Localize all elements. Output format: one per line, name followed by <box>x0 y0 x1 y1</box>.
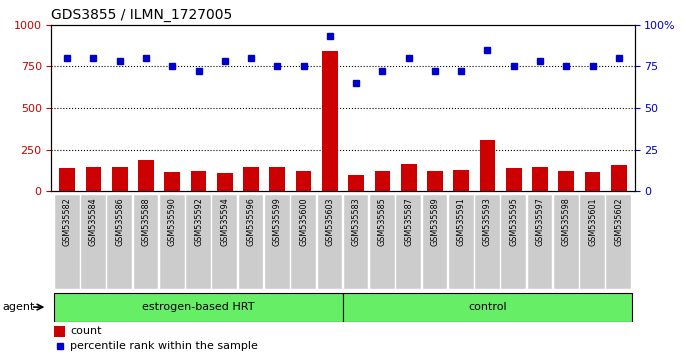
Bar <box>134 195 158 289</box>
Bar <box>213 195 237 289</box>
Bar <box>55 195 80 289</box>
Bar <box>506 168 521 191</box>
Text: GSM535589: GSM535589 <box>430 198 440 246</box>
Bar <box>401 164 416 191</box>
Bar <box>239 195 263 289</box>
Bar <box>370 195 394 289</box>
Bar <box>453 170 469 191</box>
Text: GSM535598: GSM535598 <box>562 198 571 246</box>
Bar <box>138 160 154 191</box>
Bar <box>54 326 65 337</box>
Bar <box>528 195 552 289</box>
Bar <box>397 195 421 289</box>
Text: GSM535596: GSM535596 <box>246 198 256 246</box>
Text: GSM535592: GSM535592 <box>194 198 203 246</box>
Text: GSM535591: GSM535591 <box>457 198 466 246</box>
Bar <box>343 293 632 321</box>
Text: GSM535585: GSM535585 <box>378 198 387 246</box>
Text: GSM535586: GSM535586 <box>115 198 124 246</box>
Bar <box>296 171 311 191</box>
Bar <box>532 166 548 191</box>
Bar <box>318 195 342 289</box>
Bar <box>54 293 343 321</box>
Text: agent: agent <box>3 302 35 312</box>
Bar <box>501 195 526 289</box>
Bar <box>348 175 364 191</box>
Text: estrogen-based HRT: estrogen-based HRT <box>142 302 255 312</box>
Bar <box>165 172 180 191</box>
Bar <box>217 173 233 191</box>
Bar <box>584 172 600 191</box>
Bar <box>322 51 338 191</box>
Bar <box>108 195 132 289</box>
Bar <box>86 166 102 191</box>
Text: GSM535593: GSM535593 <box>483 198 492 246</box>
Text: GSM535587: GSM535587 <box>404 198 413 246</box>
Text: GDS3855 / ILMN_1727005: GDS3855 / ILMN_1727005 <box>51 8 233 22</box>
Bar <box>292 195 316 289</box>
Text: GSM535600: GSM535600 <box>299 198 308 246</box>
Text: GSM535602: GSM535602 <box>614 198 624 246</box>
Text: GSM535599: GSM535599 <box>273 198 282 246</box>
Bar <box>375 171 390 191</box>
Text: control: control <box>468 302 507 312</box>
Text: GSM535588: GSM535588 <box>141 198 150 246</box>
Bar <box>270 166 285 191</box>
Bar <box>580 195 605 289</box>
Bar <box>423 195 447 289</box>
Bar <box>611 165 627 191</box>
Text: percentile rank within the sample: percentile rank within the sample <box>70 342 258 352</box>
Text: GSM535595: GSM535595 <box>509 198 518 246</box>
Bar <box>160 195 185 289</box>
Bar <box>265 195 289 289</box>
Bar <box>554 195 578 289</box>
Text: GSM535594: GSM535594 <box>220 198 229 246</box>
Bar <box>475 195 500 289</box>
Text: GSM535584: GSM535584 <box>89 198 98 246</box>
Text: GSM535582: GSM535582 <box>62 198 72 246</box>
Bar <box>244 166 259 191</box>
Bar <box>558 171 574 191</box>
Text: GSM535597: GSM535597 <box>536 198 545 246</box>
Bar <box>186 195 211 289</box>
Bar <box>112 166 128 191</box>
Bar <box>449 195 473 289</box>
Bar <box>427 171 442 191</box>
Text: GSM535583: GSM535583 <box>352 198 361 246</box>
Text: count: count <box>70 326 102 336</box>
Bar <box>81 195 106 289</box>
Bar <box>606 195 631 289</box>
Bar <box>344 195 368 289</box>
Bar <box>191 171 206 191</box>
Bar <box>59 168 75 191</box>
Bar <box>480 139 495 191</box>
Text: GSM535590: GSM535590 <box>168 198 177 246</box>
Text: GSM535603: GSM535603 <box>325 198 334 246</box>
Text: GSM535601: GSM535601 <box>588 198 597 246</box>
